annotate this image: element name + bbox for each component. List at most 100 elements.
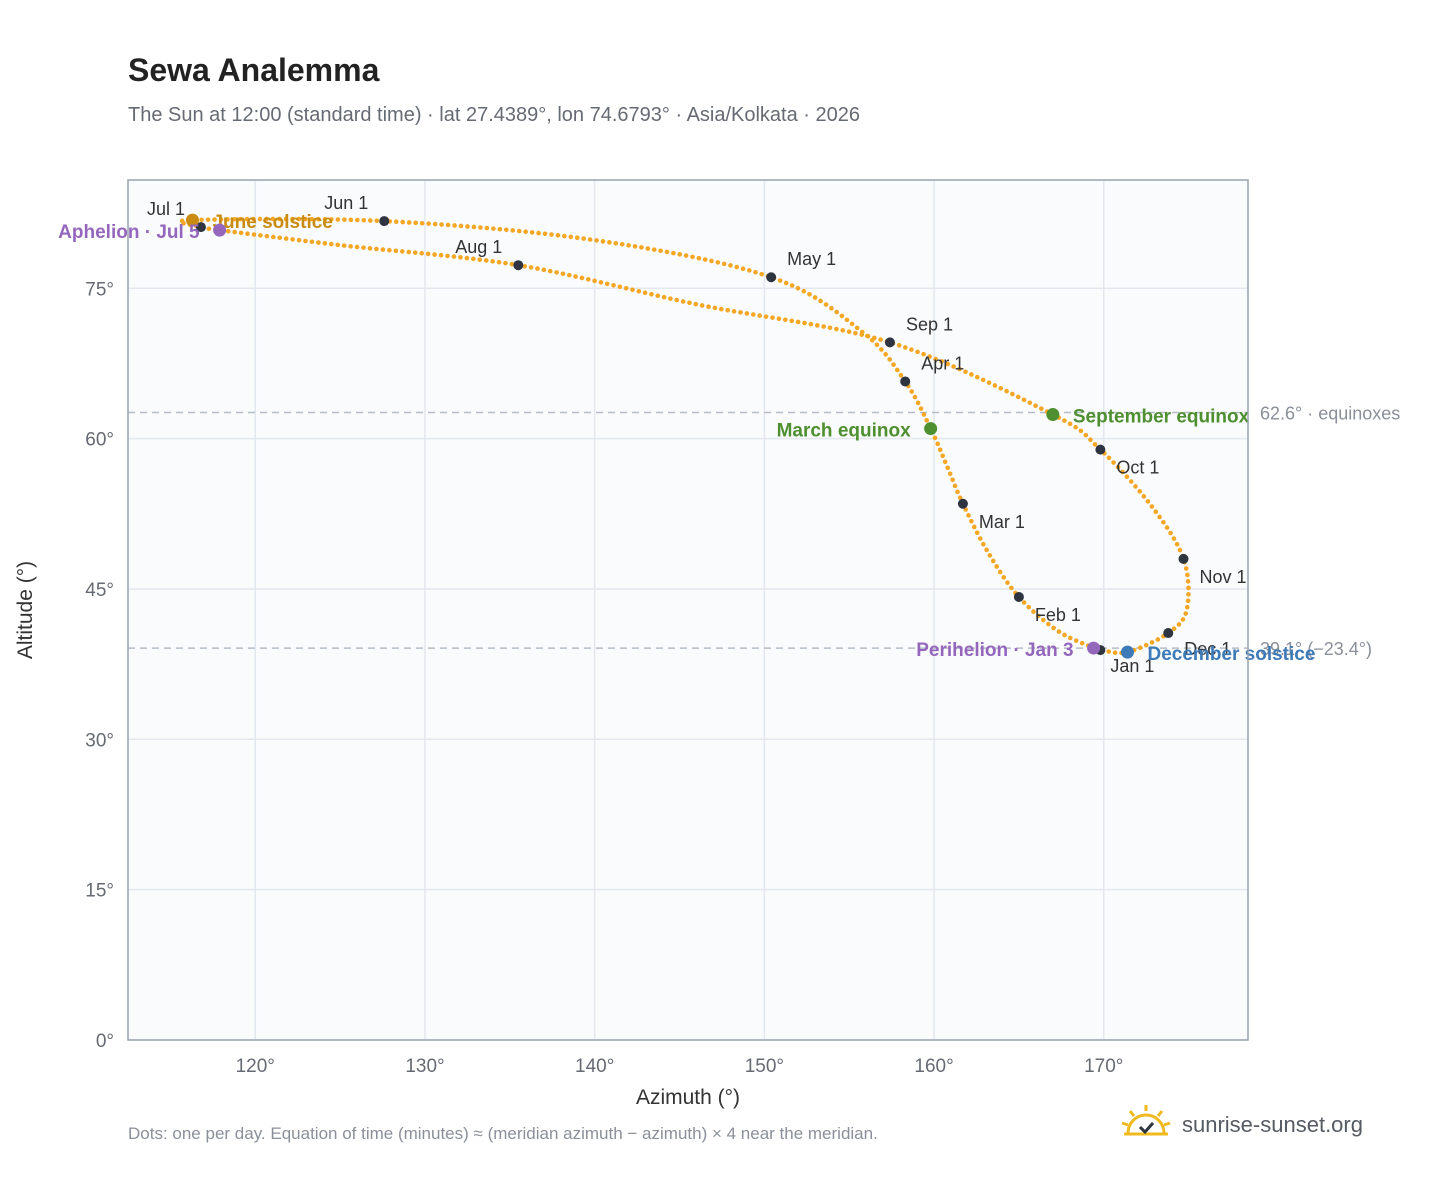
- day-dot: [303, 216, 308, 222]
- day-dot: [801, 288, 807, 294]
- day-dot: [802, 320, 807, 326]
- day-dot: [585, 277, 591, 282]
- day-dot: [921, 412, 927, 417]
- day-dot: [283, 216, 289, 222]
- day-dot: [1051, 625, 1056, 631]
- day-dot: [181, 221, 186, 226]
- event-marker: [924, 422, 938, 436]
- day-dot: [251, 216, 256, 222]
- day-dot: [1137, 489, 1143, 494]
- day-dot: [598, 280, 604, 285]
- day-dot: [348, 244, 353, 249]
- day-dot: [458, 255, 463, 260]
- day-dot: [639, 245, 644, 250]
- day-dot: [1183, 611, 1189, 616]
- month-label: Jul 1: [147, 199, 185, 219]
- day-dot: [744, 311, 750, 316]
- day-dot: [438, 252, 444, 258]
- day-dot: [270, 234, 276, 240]
- day-dot: [374, 218, 380, 224]
- day-dot: [998, 386, 1004, 391]
- day-dot: [623, 286, 629, 291]
- day-dot: [753, 269, 758, 275]
- x-tick-label: 140°: [575, 1056, 614, 1077]
- day-dot: [632, 244, 638, 249]
- day-dot: [380, 247, 386, 252]
- event-marker: [1046, 408, 1060, 422]
- day-dot: [1149, 504, 1155, 509]
- day-dot: [547, 268, 553, 274]
- day-dot: [649, 291, 654, 297]
- month-markers: Jan 1 Feb 1 Mar 1 Apr 1 May 1 Jun 1 Jul 1 Aug 1…: [147, 193, 1247, 676]
- day-dot: [821, 324, 826, 329]
- month-marker: [195, 222, 206, 233]
- footnote: Dots: one per day. Equation of time (min…: [128, 1124, 878, 1143]
- day-dot: [1174, 541, 1180, 547]
- brand[interactable]: sunrise-sunset.org: [1120, 1100, 1363, 1150]
- day-dot: [535, 266, 540, 271]
- day-dot: [740, 266, 746, 271]
- day-dot: [702, 257, 708, 262]
- day-dot: [915, 349, 920, 355]
- day-dot: [738, 310, 743, 315]
- day-dot: [1092, 442, 1098, 447]
- day-dot: [1137, 645, 1143, 651]
- day-dot: [840, 328, 846, 333]
- day-dot: [1062, 418, 1067, 423]
- day-dot: [592, 278, 597, 284]
- day-dot: [912, 394, 918, 400]
- day-dot: [789, 318, 795, 324]
- day-dot: [199, 217, 204, 223]
- day-dot: [290, 216, 295, 222]
- day-dot: [683, 253, 689, 258]
- day-dot: [759, 271, 765, 277]
- day-dot: [950, 477, 955, 483]
- day-dot: [1001, 575, 1007, 580]
- day-dot: [258, 233, 263, 238]
- day-dot: [903, 345, 908, 350]
- day-dot: [974, 374, 980, 380]
- day-dot: [827, 325, 833, 331]
- day-dot: [560, 271, 566, 277]
- day-dot: [452, 223, 457, 228]
- day-dot: [977, 536, 983, 541]
- day-dot: [874, 342, 880, 348]
- day-dot: [757, 313, 762, 318]
- day-dot: [478, 225, 483, 230]
- day-dot: [937, 447, 943, 453]
- day-dot: [419, 220, 425, 226]
- day-dot: [664, 249, 670, 255]
- day-dot: [348, 217, 354, 223]
- event-markers: March equinox September equinox June solst…: [58, 212, 1315, 665]
- day-dot: [393, 248, 399, 254]
- day-dot: [1027, 400, 1033, 406]
- day-dot: [872, 335, 877, 341]
- day-dot: [1145, 499, 1151, 504]
- month-label: Nov 1: [1200, 567, 1247, 587]
- day-dot: [898, 373, 904, 378]
- day-dot: [924, 418, 929, 423]
- day-dot: [361, 217, 367, 223]
- day-dot: [896, 343, 902, 348]
- day-dot: [699, 303, 705, 308]
- day-dot: [1015, 394, 1021, 400]
- day-dot: [522, 263, 527, 269]
- day-dot: [490, 259, 495, 264]
- day-dot: [1180, 617, 1186, 622]
- day-dot: [212, 217, 217, 222]
- day-dot: [400, 219, 406, 225]
- day-dot: [464, 255, 470, 261]
- day-dot: [1033, 403, 1038, 409]
- day-dot: [328, 241, 334, 247]
- day-dot: [1041, 617, 1046, 623]
- month-marker: [1013, 591, 1024, 602]
- reference-line-label: 39.1° (−23.4°): [1260, 639, 1372, 659]
- day-dot: [316, 216, 321, 222]
- day-dot: [1157, 514, 1162, 520]
- day-dot: [974, 530, 980, 536]
- day-dot: [990, 558, 996, 564]
- day-dot: [1026, 604, 1032, 610]
- brand-name: sunrise-sunset.org: [1182, 1112, 1363, 1137]
- day-dot: [1149, 640, 1155, 645]
- day-dot: [503, 260, 508, 266]
